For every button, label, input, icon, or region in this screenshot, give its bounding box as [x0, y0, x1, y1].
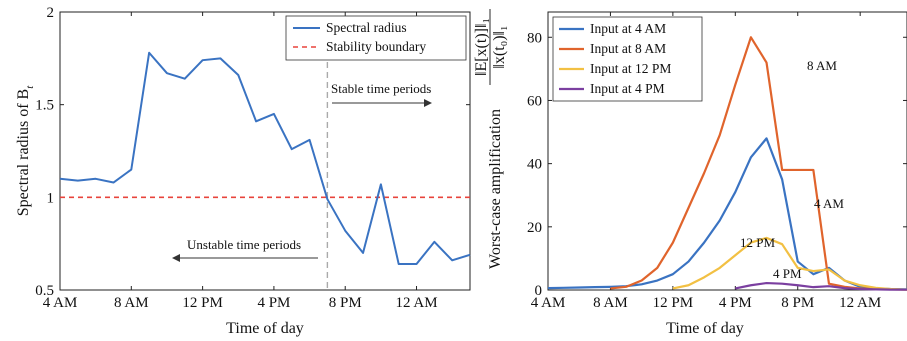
right-ytick-label: 20: [527, 220, 542, 236]
right-ylabel-numerator: ‖E[x(t)]‖₁: [473, 18, 490, 76]
annotation-stable: Stable time periods: [331, 81, 431, 96]
left-ytick-label: 2: [47, 5, 55, 21]
left-legend: Spectral radius Stability boundary: [285, 15, 467, 61]
legend-label-input-12pm: Input at 12 PM: [590, 61, 671, 76]
left-ytick-label: 1.5: [35, 98, 54, 114]
left-ytick-label: 0.5: [35, 283, 54, 299]
right-chart: 4 AM 8 AM 12 PM 4 PM 8 PM 12 AM 0 20 40 60 80 Wors…: [473, 9, 907, 337]
annotation-12pm: 12 PM: [740, 235, 775, 250]
left-ylabel-sub: t: [24, 85, 36, 89]
left-xtick-label: 8 AM: [114, 295, 149, 311]
left-xtick-label: 12 AM: [395, 295, 437, 311]
left-ytick-label: 1: [47, 190, 55, 206]
right-ylabel: Worst-case amplification: [487, 109, 504, 269]
left-xtick-label: 4 PM: [257, 295, 290, 311]
left-ylabel: Spectral radius of Bt: [15, 85, 36, 217]
legend-label-spectral-radius: Spectral radius: [326, 20, 407, 35]
right-ylabel-group: Worst-case amplification ‖E[x(t)]‖₁ ‖x(t…: [473, 9, 508, 269]
right-xlabel: Time of day: [666, 320, 744, 337]
arrow-unstable-head: [172, 254, 180, 262]
left-plot-frame: [59, 11, 471, 291]
right-xtick-label: 8 AM: [593, 295, 628, 311]
left-xlabel: Time of day: [226, 320, 304, 337]
right-ylabel-denominator: ‖x(t₀)‖₁: [491, 25, 508, 68]
right-xtick-label: 4 AM: [531, 295, 566, 311]
arrow-stable-head: [424, 99, 432, 107]
right-ytick-label: 40: [527, 157, 542, 173]
left-ticks: 4 AM 8 AM 12 PM 4 PM 8 PM 12 AM 0.5 1 1.5 2: [35, 5, 470, 311]
right-xtick-label: 12 PM: [653, 295, 693, 311]
left-chart: 4 AM 8 AM 12 PM 4 PM 8 PM 12 AM 0.5 1 1.5 2 Spect…: [15, 5, 471, 337]
left-legend-box: [285, 15, 467, 61]
right-legend-box: [552, 16, 703, 102]
right-ytick-label: 60: [527, 93, 542, 109]
left-xtick-label: 12 PM: [182, 295, 222, 311]
right-xtick-label: 12 AM: [839, 295, 881, 311]
right-xtick-label: 8 PM: [781, 295, 814, 311]
legend-label-stability-boundary: Stability boundary: [326, 39, 426, 54]
right-lines: [547, 36, 907, 291]
left-xtick-label: 8 PM: [329, 295, 362, 311]
legend-label-input-4pm: Input at 4 PM: [590, 81, 665, 96]
right-ytick-label: 0: [535, 283, 543, 299]
right-legend: Input at 4 AM Input at 8 AM Input at 12 …: [552, 16, 703, 102]
right-plot-frame: [547, 11, 907, 291]
legend-label-input-8am: Input at 8 AM: [590, 41, 666, 56]
series-line-input-at-12-pm: [672, 236, 907, 291]
annotation-unstable: Unstable time periods: [187, 237, 301, 252]
annotation-4pm: 4 PM: [773, 266, 802, 281]
series-line-input-at-4-pm: [735, 281, 907, 291]
left-lines: [59, 51, 471, 290]
legend-label-input-4am: Input at 4 AM: [590, 21, 666, 36]
spectral-radius-line: [59, 51, 471, 266]
annotation-8am: 8 AM: [807, 58, 837, 73]
right-ticks: 4 AM 8 AM 12 PM 4 PM 8 PM 12 AM 0 20 40 60 80: [527, 12, 907, 311]
left-xtick-label: 4 AM: [43, 295, 78, 311]
series-line-input-at-4-am: [547, 137, 907, 291]
right-xtick-label: 4 PM: [719, 295, 752, 311]
annotation-4am: 4 AM: [814, 196, 844, 211]
right-ytick-label: 80: [527, 30, 542, 46]
